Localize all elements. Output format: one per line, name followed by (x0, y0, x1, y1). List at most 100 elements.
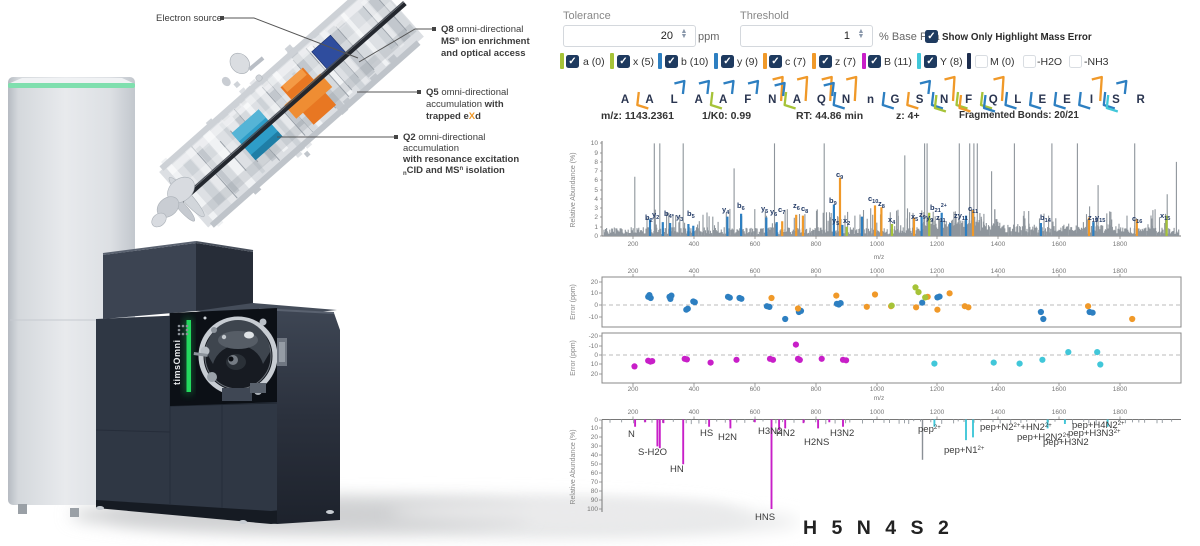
svg-text:Q: Q (989, 94, 998, 106)
svg-text:7: 7 (594, 168, 598, 175)
svg-text:accumulation: accumulation (403, 143, 459, 154)
svg-text:200: 200 (628, 268, 639, 275)
svg-text:I: I (1090, 94, 1093, 106)
svg-text:c11: c11 (968, 204, 978, 215)
svg-text:5: 5 (594, 187, 598, 194)
svg-text:1200: 1200 (930, 241, 945, 248)
svg-text:A: A (621, 94, 629, 106)
svg-text:b9: b9 (829, 196, 837, 207)
svg-text:-10: -10 (589, 314, 599, 321)
svg-text:0: 0 (594, 352, 598, 359)
svg-text:20: 20 (591, 434, 599, 441)
svg-text:b5: b5 (687, 209, 695, 220)
svg-text:400: 400 (689, 409, 700, 416)
svg-text:1400: 1400 (991, 268, 1006, 275)
svg-text:z11: z11 (936, 213, 946, 224)
svg-text:80: 80 (591, 488, 599, 495)
svg-text:zy11: zy11 (954, 211, 968, 222)
svg-text:b212+: b212+ (930, 203, 947, 214)
svg-text:800: 800 (811, 409, 822, 416)
svg-text:Q5 omni-directional: Q5 omni-directional (426, 87, 508, 98)
svg-text:E: E (1063, 94, 1071, 106)
svg-text:8: 8 (594, 159, 598, 166)
svg-text:Q: Q (817, 94, 826, 106)
svg-text:pep+H4N22+: pep+H4N22+ (1072, 420, 1125, 431)
svg-text:with resonance excitation: with resonance excitation (402, 154, 519, 165)
svg-text:y9: y9 (926, 213, 933, 224)
svg-text:y2: y2 (652, 210, 659, 221)
svg-text:b14: b14 (1040, 213, 1052, 224)
svg-text:0: 0 (594, 417, 598, 424)
svg-text:50: 50 (591, 461, 599, 468)
svg-text:H3N2: H3N2 (830, 428, 854, 439)
svg-text:z9: z9 (919, 210, 926, 221)
svg-text:-10: -10 (589, 343, 599, 350)
svg-text:S: S (1112, 94, 1120, 106)
svg-text:1000: 1000 (870, 386, 885, 393)
svg-text:pep2+: pep2+ (918, 424, 941, 435)
svg-text:z6: z6 (793, 201, 800, 212)
svg-text:400: 400 (689, 386, 700, 393)
svg-text:HN: HN (670, 464, 684, 475)
svg-text:0: 0 (594, 302, 598, 309)
svg-text:600: 600 (750, 241, 761, 248)
svg-text:20: 20 (591, 279, 599, 286)
svg-text:x4: x4 (888, 215, 896, 226)
svg-text:timsOmni: timsOmni (172, 339, 182, 385)
svg-text:10: 10 (591, 290, 599, 297)
svg-text:b2: b2 (645, 213, 653, 224)
svg-text:trapped eXd: trapped eXd (426, 111, 481, 122)
svg-text:1: 1 (594, 224, 598, 231)
svg-text:1600: 1600 (1052, 268, 1067, 275)
svg-text:600: 600 (750, 386, 761, 393)
svg-text:800: 800 (811, 241, 822, 248)
svg-text:y5: y5 (761, 204, 768, 215)
svg-text:nCID and MSn isolation: nCID and MSn isolation (403, 165, 505, 177)
svg-text:1000: 1000 (870, 409, 885, 416)
svg-text:HN2: HN2 (776, 428, 795, 439)
svg-text:200: 200 (628, 409, 639, 416)
svg-text:A: A (793, 94, 801, 106)
svg-text:30: 30 (591, 443, 599, 450)
svg-text:400: 400 (689, 268, 700, 275)
svg-text:F: F (965, 94, 972, 106)
svg-text:pep+N22++HN22+: pep+N22++HN22+ (980, 422, 1052, 433)
svg-text:A: A (645, 94, 653, 106)
svg-text:x5: x5 (911, 212, 918, 223)
svg-text:b4*: b4* (664, 209, 675, 220)
svg-text:y5: y5 (832, 216, 839, 227)
svg-text:z8: z8 (878, 199, 885, 210)
svg-text:1800: 1800 (1113, 268, 1128, 275)
svg-text:Electron source: Electron source (156, 13, 222, 24)
svg-text:1200: 1200 (930, 386, 945, 393)
svg-text:60: 60 (591, 470, 599, 477)
svg-text:Q8 omni-directional: Q8 omni-directional (441, 24, 523, 35)
svg-text:b6: b6 (737, 201, 745, 212)
svg-text:pep+H2N22+: pep+H2N22+ (1017, 432, 1070, 443)
svg-text:1400: 1400 (991, 241, 1006, 248)
svg-text:0: 0 (594, 233, 598, 240)
svg-text:y15: y15 (1095, 213, 1105, 224)
svg-text:x15: x15 (1160, 211, 1170, 222)
svg-text:200: 200 (628, 386, 639, 393)
svg-text:6: 6 (594, 177, 598, 184)
svg-text:accumulation with: accumulation with (426, 99, 504, 110)
svg-text:800: 800 (811, 268, 822, 275)
svg-text:9: 9 (594, 150, 598, 157)
svg-text:10: 10 (591, 361, 599, 368)
svg-text:H3N2: H3N2 (758, 426, 782, 437)
svg-text:600: 600 (750, 409, 761, 416)
svg-text:2: 2 (594, 214, 598, 221)
svg-text:100: 100 (587, 506, 598, 513)
svg-text:A: A (719, 94, 727, 106)
svg-text:pep+H3N32+: pep+H3N32+ (1068, 428, 1121, 439)
svg-text:MSn ion enrichment: MSn ion enrichment (441, 36, 530, 47)
svg-text:G: G (891, 94, 900, 106)
svg-text:H2NS: H2NS (804, 437, 829, 448)
svg-text:70: 70 (591, 479, 599, 486)
svg-text:pep+N12+: pep+N12+ (944, 445, 985, 456)
svg-text:1000: 1000 (870, 241, 885, 248)
svg-text:90: 90 (591, 497, 599, 504)
svg-text:n: n (867, 94, 874, 106)
svg-text:L: L (1014, 94, 1021, 106)
